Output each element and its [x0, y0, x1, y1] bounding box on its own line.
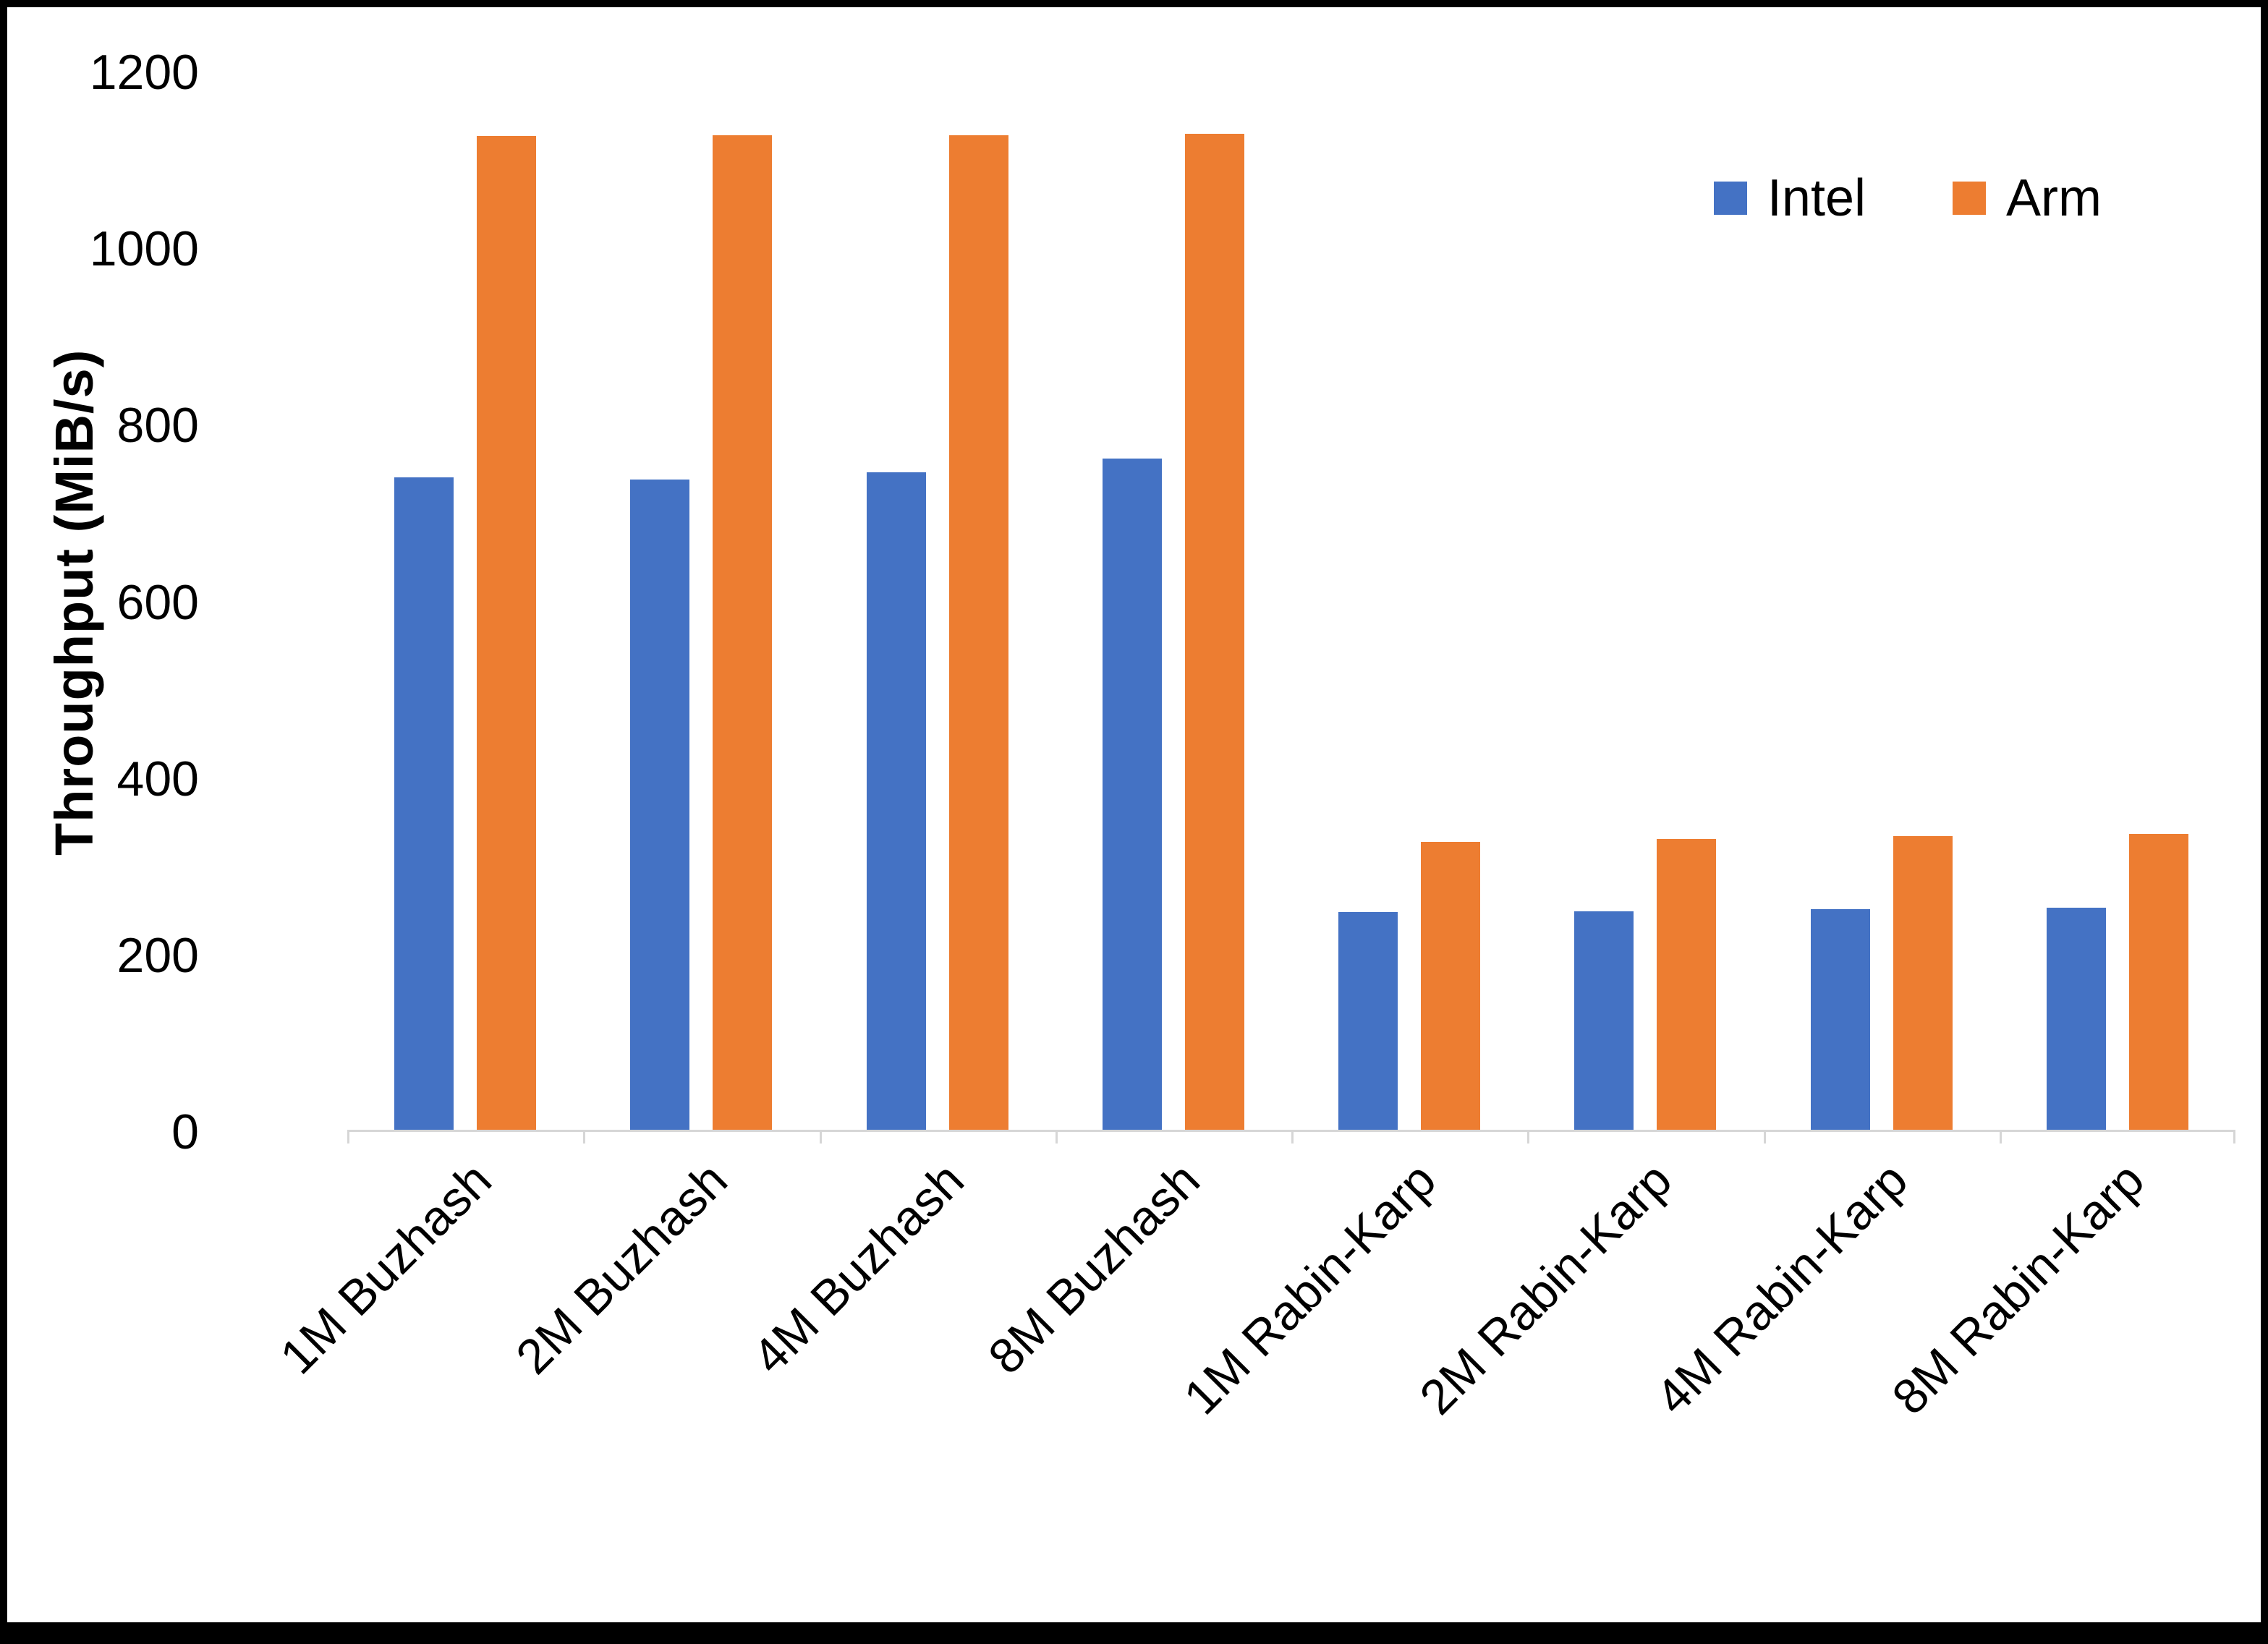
bar-group: [2046, 72, 2188, 1130]
bar-group: [866, 72, 1008, 1130]
x-axis-labels: 1M Buzhash 2M Buzhash 4M Buzhash 8M Buzhash…: [270, 1132, 2235, 1467]
y-tick-label: 0: [171, 1104, 199, 1159]
bar-arm: [1657, 838, 1717, 1130]
x-axis-slot: 1M Buzhash: [270, 1132, 583, 1467]
x-axis-slot: 2M Rabin-Karp: [1409, 1132, 1763, 1467]
bar-intel: [866, 472, 926, 1130]
bar-arm: [477, 135, 537, 1130]
bar-intel: [394, 477, 454, 1130]
bar-groups: [347, 72, 2235, 1130]
y-tick-label: 400: [116, 751, 199, 806]
bar-group: [1338, 72, 1481, 1130]
bar-intel: [1810, 909, 1870, 1130]
x-axis-slot: 4M Buzhash: [742, 1132, 1056, 1467]
bar-group: [1574, 72, 1717, 1130]
bar-intel: [1102, 458, 1162, 1130]
legend-swatch-intel: [1713, 182, 1747, 215]
legend-label-intel: Intel: [1767, 169, 1866, 227]
y-tick-label: 1000: [89, 221, 199, 277]
bar-arm: [2128, 833, 2188, 1130]
x-axis-slot: 4M Rabin-Karp: [1645, 1132, 2000, 1467]
y-tick-label: 600: [116, 574, 199, 630]
bar-arm: [1421, 841, 1481, 1130]
bar-group: [630, 72, 773, 1130]
x-axis-slot: 1M Rabin-Karp: [1173, 1132, 1527, 1467]
bar-intel: [1574, 911, 1634, 1130]
bar-arm: [1184, 134, 1244, 1130]
x-axis-label: 1M Buzhash: [270, 1152, 503, 1385]
bar-arm: [1893, 836, 1953, 1130]
plot-area: Intel Arm: [347, 72, 2235, 1132]
legend-swatch-arm: [1953, 182, 1987, 215]
legend-label-arm: Arm: [2006, 169, 2102, 227]
legend-item-arm: Arm: [1953, 172, 2102, 224]
bar-group: [1810, 72, 1953, 1130]
bar-arm: [713, 135, 773, 1130]
y-tick-label: 200: [116, 927, 199, 983]
bar-intel: [1338, 912, 1398, 1130]
bar-intel: [630, 479, 690, 1130]
y-tick-label: 1200: [89, 45, 199, 100]
y-axis-ticks: 0 200 400 600 800 1000 1200: [14, 48, 199, 1157]
bar-intel: [2046, 907, 2106, 1130]
bar-group: [1102, 72, 1244, 1130]
x-axis-slot: 8M Buzhash: [978, 1132, 1291, 1467]
bar-arm: [948, 135, 1008, 1130]
bar-chart: Throughput (MiB/s) 0 200 400 600 800 1000 1200…: [14, 14, 2254, 1601]
legend-item-intel: Intel: [1713, 169, 1866, 227]
x-axis-slot: 2M Buzhash: [506, 1132, 819, 1467]
bar-group: [394, 72, 537, 1130]
x-axis-slot: 8M Rabin-Karp: [1882, 1132, 2235, 1467]
y-tick-label: 800: [116, 398, 199, 453]
legend: Intel Arm: [1713, 169, 2102, 227]
